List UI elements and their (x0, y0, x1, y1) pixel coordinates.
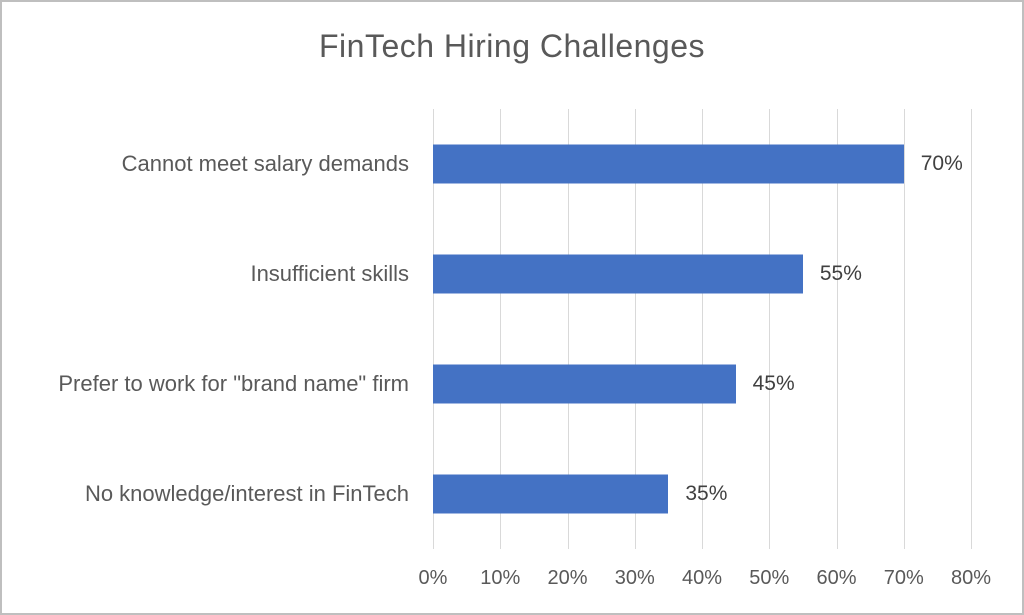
x-axis: 0% 10% 20% 30% 40% 50% 60% 70% 80% (419, 565, 991, 595)
x-axis-tick-label: 0% (418, 567, 448, 589)
category-label: Prefer to work for "brand name" firm (58, 371, 409, 396)
category-label: Cannot meet salary demands (121, 151, 409, 176)
bar-row: Insufficient skills 55% (250, 219, 971, 329)
x-axis-tick-label: 40% (681, 567, 723, 589)
category-label: Insufficient skills (250, 261, 409, 286)
bar-value-label: 70% (920, 152, 963, 175)
gridline (836, 109, 838, 549)
bar-row: Prefer to work for "brand name" firm 45% (58, 329, 971, 439)
bar-row: Cannot meet salary demands 70% (122, 109, 971, 219)
plot-area: Cannot meet salary demands 70% Insuffici… (58, 109, 972, 549)
x-axis-tick-label: 70% (883, 567, 924, 589)
x-axis-tick-label: 50% (749, 567, 790, 589)
x-axis-tick-label: 60% (816, 567, 857, 589)
chart-title: FinTech Hiring Challenges (318, 28, 705, 64)
bar-value-label: 55% (819, 262, 862, 285)
x-axis-tick-label: 20% (547, 567, 588, 589)
gridline (702, 109, 703, 549)
gridline (500, 109, 502, 549)
x-axis-tick-label: 80% (950, 567, 992, 589)
gridline (634, 109, 636, 549)
bar (433, 474, 669, 514)
x-axis-tick-label: 30% (614, 567, 655, 589)
gridline (433, 109, 434, 549)
bar-value-label: 35% (685, 482, 728, 505)
gridline (769, 109, 771, 549)
bar (433, 364, 736, 404)
bar-value-label: 45% (752, 372, 795, 395)
gridline (567, 109, 569, 549)
bar (433, 254, 803, 294)
category-label: No knowledge/interest in FinTech (84, 481, 409, 506)
gridline (971, 109, 972, 549)
gridline (903, 109, 905, 549)
x-axis-tick-label: 10% (480, 567, 521, 589)
bar (433, 144, 904, 184)
bar-row: No knowledge/interest in FinTech 35% (85, 439, 971, 549)
